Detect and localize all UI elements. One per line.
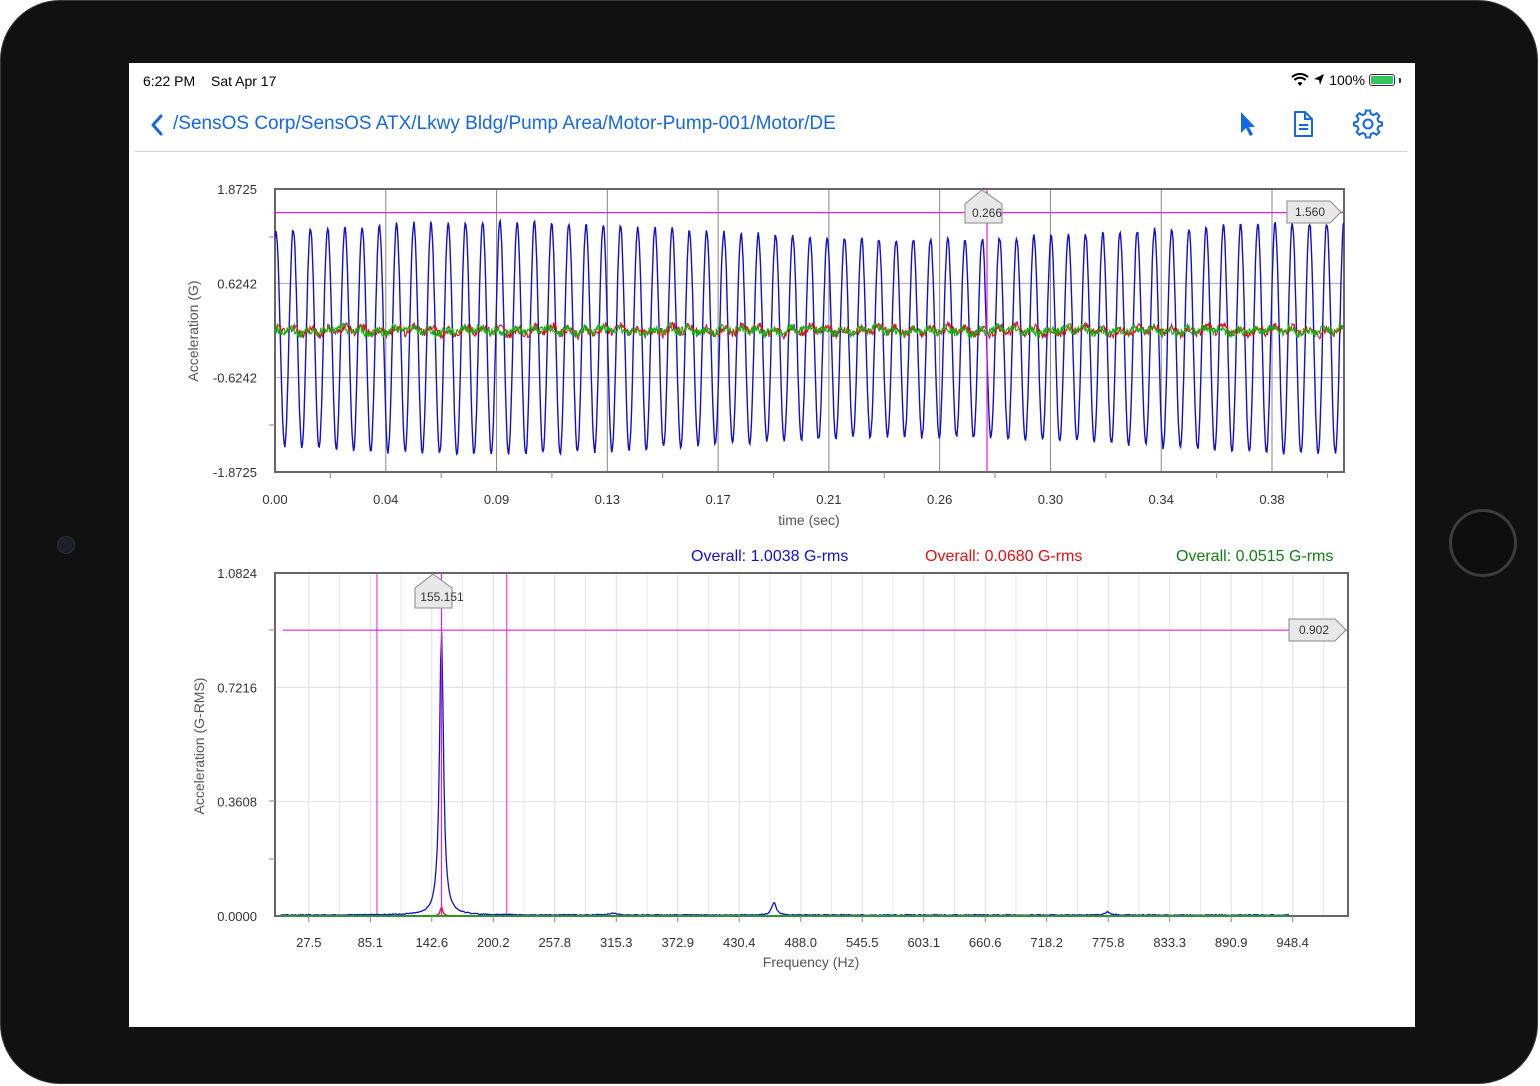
- y-tick-label: -1.8725: [213, 465, 257, 480]
- x-tick-label: 0.09: [484, 492, 509, 507]
- x-tick-label: 660.6: [969, 935, 1002, 950]
- y-tick-label: 0.6242: [217, 276, 257, 291]
- overall-green-label: Overall: 0.0515 G-rms: [1176, 548, 1333, 565]
- y-tick-label: 1.0824: [217, 566, 257, 581]
- waveform-line-2: [274, 321, 1345, 339]
- x-tick-label: 27.5: [296, 935, 321, 950]
- location-icon: [1314, 74, 1325, 85]
- status-indicators: 100%: [1291, 72, 1401, 88]
- battery-percent: 100%: [1329, 72, 1365, 88]
- charts-area: 0.00 0.04 0.09 0.13 0.17 0.21 0.26 0.30 0.34 0.38…: [185, 182, 1349, 970]
- x-axis-title: time (sec): [778, 512, 839, 528]
- chevron-left-icon[interactable]: [149, 113, 165, 137]
- x-tick-label: 0.30: [1038, 492, 1063, 507]
- spectrum-chart[interactable]: Overall: 1.0038 G-rms Overall: 0.0680 G-…: [191, 548, 1349, 970]
- x-tick-label: 775.8: [1092, 935, 1125, 950]
- x-tick-label: 372.9: [661, 935, 694, 950]
- x-tick-label: 0.34: [1149, 492, 1174, 507]
- gear-icon[interactable]: [1353, 109, 1383, 139]
- overall-red-label: Overall: 0.0680 G-rms: [925, 548, 1082, 565]
- y-tick-label: 1.8725: [217, 182, 257, 197]
- axis-ticks: 27.5 85.1 142.6 200.2 257.8 315.3 372.9 430.4 48…: [217, 566, 1309, 950]
- plot-frame: [274, 188, 1345, 473]
- status-bar: 6:22 PM Sat Apr 17 100%: [129, 63, 1415, 99]
- cursor-y-label: 1.560: [1295, 205, 1325, 219]
- battery-icon: [1369, 74, 1395, 86]
- battery-tip: [1399, 77, 1401, 83]
- overall-blue-label: Overall: 1.0038 G-rms: [691, 548, 848, 565]
- x-tick-label: 0.00: [262, 492, 287, 507]
- cursor-y-marker[interactable]: 1.560: [1286, 200, 1342, 224]
- app-screen: 6:22 PM Sat Apr 17 100% /SensOS Co: [129, 63, 1415, 1027]
- cursor-x-label: 0.266: [972, 206, 1002, 220]
- waveform-line-0: [274, 218, 1345, 457]
- spectrum-line-blue: [280, 632, 1290, 917]
- breadcrumb-path[interactable]: /SensOS Corp/SensOS ATX/Lkwy Bldg/Pump A…: [173, 113, 836, 134]
- axis-ticks: 0.00 0.04 0.09 0.13 0.17 0.21 0.26 0.30 0.34 0.38…: [213, 182, 1328, 507]
- cursor-x-label: 155.151: [420, 590, 464, 604]
- x-tick-label: 430.4: [723, 935, 756, 950]
- document-icon[interactable]: [1290, 109, 1316, 139]
- x-tick-label: 833.3: [1153, 935, 1186, 950]
- camera-icon: [57, 536, 75, 554]
- x-tick-label: 0.38: [1259, 492, 1284, 507]
- home-button[interactable]: [1449, 509, 1517, 577]
- x-tick-label: 142.6: [416, 935, 449, 950]
- cursor-y-marker[interactable]: 0.902: [1288, 618, 1347, 642]
- y-tick-label: 0.7216: [217, 680, 257, 695]
- status-time: 6:22 PM: [143, 73, 196, 89]
- x-tick-label: 890.9: [1215, 935, 1248, 950]
- x-tick-label: 603.1: [907, 935, 940, 950]
- waveform-series: [274, 218, 1345, 457]
- cursor-y-label: 0.902: [1299, 623, 1329, 637]
- x-tick-label: 0.21: [816, 492, 841, 507]
- spectrum-series: [280, 632, 1290, 917]
- x-tick-label: 718.2: [1030, 935, 1063, 950]
- x-tick-label: 0.26: [927, 492, 952, 507]
- x-tick-label: 85.1: [358, 935, 383, 950]
- x-tick-label: 257.8: [539, 935, 572, 950]
- y-axis-title: Acceleration (G-RMS): [191, 678, 207, 815]
- y-tick-label: 0.3608: [217, 795, 257, 810]
- x-tick-label: 200.2: [477, 935, 510, 950]
- wifi-icon: [1291, 73, 1309, 86]
- y-tick-label: -0.6242: [213, 371, 257, 386]
- x-tick-label: 545.5: [846, 935, 879, 950]
- status-date: Sat Apr 17: [211, 73, 277, 89]
- cursor-x-marker[interactable]: 0.266: [964, 189, 1003, 224]
- x-tick-label: 488.0: [784, 935, 817, 950]
- pointer-icon[interactable]: [1235, 109, 1259, 139]
- navigation-bar: /SensOS Corp/SensOS ATX/Lkwy Bldg/Pump A…: [135, 99, 1407, 152]
- x-tick-label: 0.13: [595, 492, 620, 507]
- x-tick-label: 948.4: [1276, 935, 1309, 950]
- x-tick-label: 315.3: [600, 935, 633, 950]
- x-tick-label: 0.04: [373, 492, 398, 507]
- x-axis-title: Frequency (Hz): [763, 954, 859, 970]
- time-waveform-chart[interactable]: 0.00 0.04 0.09 0.13 0.17 0.21 0.26 0.30 0.34 0.38…: [185, 182, 1345, 528]
- cursor-x-marker[interactable]: 155.151: [414, 573, 464, 609]
- y-tick-label: 0.0000: [217, 909, 257, 924]
- x-tick-label: 0.17: [705, 492, 730, 507]
- y-axis-title: Acceleration (G): [185, 280, 201, 381]
- spectrum-line-green: [280, 914, 1290, 917]
